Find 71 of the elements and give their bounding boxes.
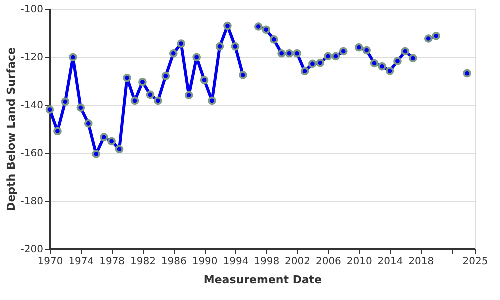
point [92,150,101,158]
point [463,69,472,78]
point [394,57,402,66]
point [300,67,310,76]
x-tick-label: 2014 [378,256,404,268]
x-tick-label: 1994 [223,256,249,268]
point [270,36,278,44]
point [61,98,70,106]
point [216,42,224,51]
point [239,71,248,80]
point [100,133,108,142]
point [46,106,54,114]
x-tick-label: 1978 [100,256,126,268]
point [138,78,147,86]
x-tick-label: 2025 [462,256,488,268]
x-tick-label: 1990 [192,256,218,268]
point [154,96,162,106]
point [123,74,132,82]
point [108,137,116,146]
point [177,40,186,48]
point [169,49,178,58]
point [354,43,364,52]
y-tick-label: -120 [20,52,44,64]
x-tick-label: 2002 [285,256,310,268]
point [409,54,418,63]
y-tick-label: -160 [20,148,44,160]
point [130,96,140,106]
point [262,26,271,34]
y-tick-label: -140 [20,100,44,112]
y-tick-label: -100 [20,4,44,16]
x-tick-label: 1970 [38,256,64,268]
point [69,53,78,62]
point [324,52,332,61]
x-tick-label: 2018 [408,256,434,268]
point [84,120,93,128]
point [146,90,155,100]
x-tick-label: 1982 [130,256,156,268]
point [162,72,170,80]
point [231,42,240,51]
point [332,52,340,61]
point [208,96,216,106]
x-tick-label: 1974 [68,256,94,268]
point [192,53,201,62]
point [115,145,124,154]
y-tick-label: -200 [20,244,44,256]
x-tick-label: 1986 [161,256,187,268]
point [200,76,209,84]
point [278,49,286,58]
x-tick-label: 2006 [316,256,342,268]
point [285,49,294,58]
point [76,104,86,112]
point [378,62,386,71]
point [316,58,325,68]
point [401,47,410,56]
point [308,60,317,68]
y-axis-title: Depth Below Land Surface [4,48,18,212]
point [54,127,62,136]
x-axis-title: Measurement Date [204,274,322,286]
point [224,22,232,30]
point [184,91,194,100]
y-tick-label: -180 [20,196,44,208]
point [432,32,441,40]
point [370,59,379,68]
point [386,67,394,76]
point [293,49,302,58]
point [362,46,371,55]
point [424,34,433,43]
point [254,22,263,31]
x-tick-label: 1998 [254,256,280,268]
point [339,47,348,56]
x-tick-label: 2010 [346,256,372,268]
